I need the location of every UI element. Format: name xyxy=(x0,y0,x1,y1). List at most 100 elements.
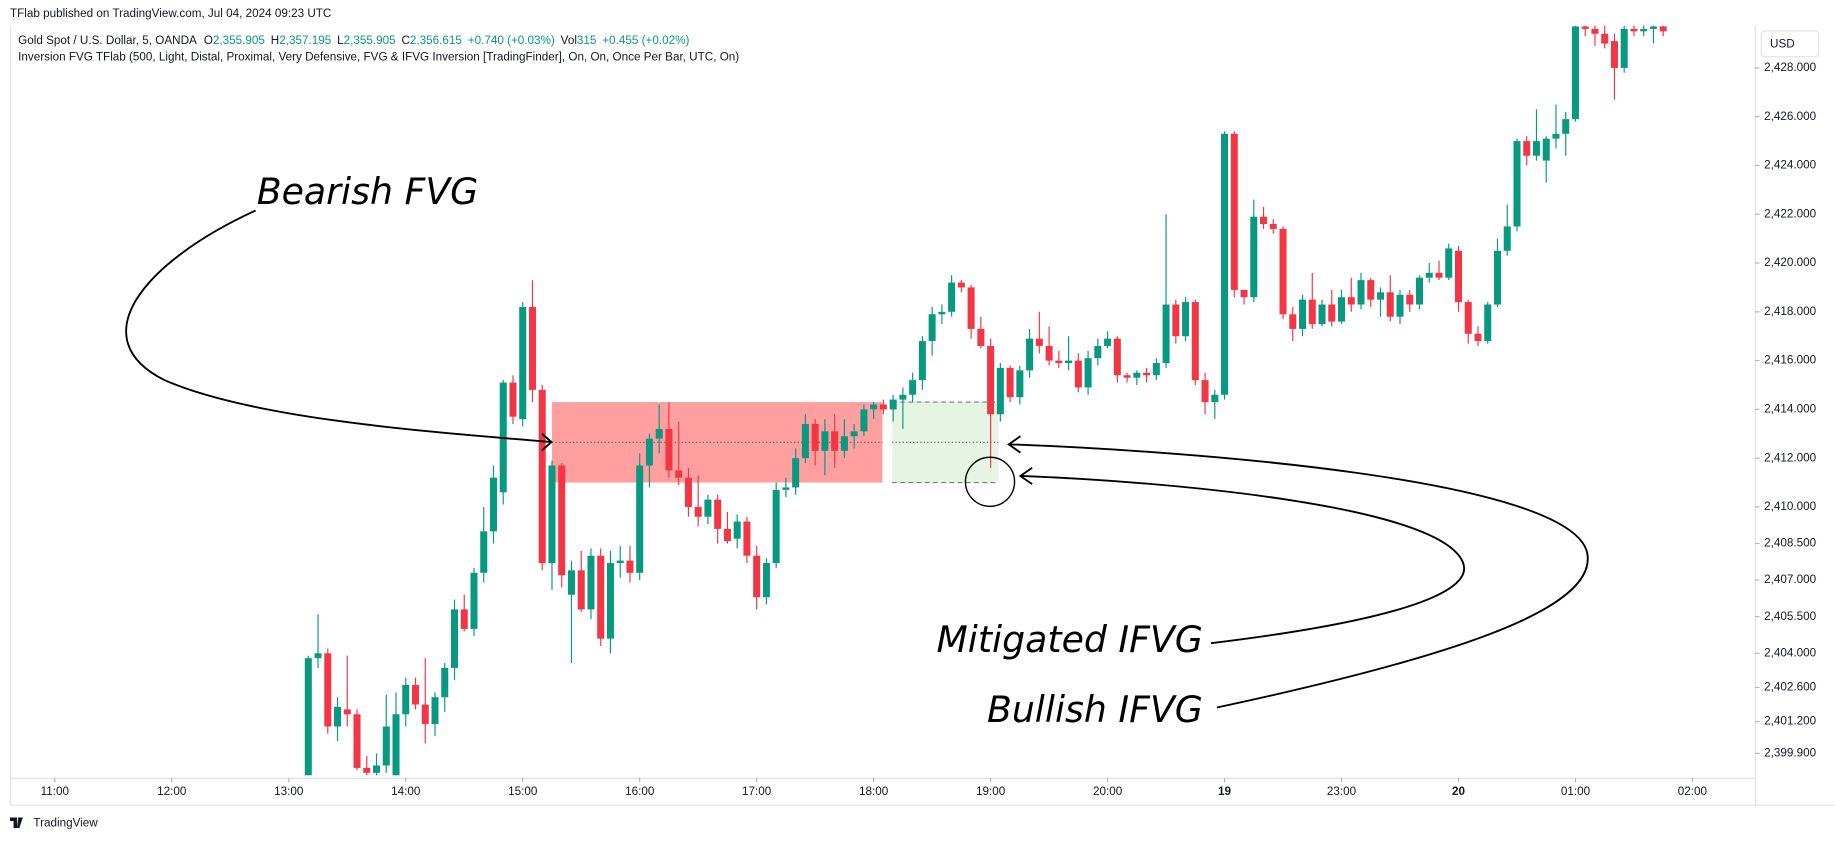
candle-body xyxy=(382,726,390,766)
y-tick-label: 2,426.000 xyxy=(1764,110,1816,123)
candle-body xyxy=(1152,363,1160,376)
candle-body xyxy=(684,477,692,507)
candle-body xyxy=(480,531,488,573)
candle-body xyxy=(460,609,468,629)
candle-body xyxy=(314,653,322,659)
candle-body xyxy=(1425,272,1433,278)
candle-body xyxy=(1367,280,1375,300)
logo-icon[interactable] xyxy=(10,817,23,828)
y-tick-label: 2,410.000 xyxy=(1764,500,1816,513)
candle-body xyxy=(421,704,429,725)
candle-body xyxy=(967,287,975,329)
candle-body xyxy=(909,380,917,395)
x-tick-label: 16:00 xyxy=(625,785,655,798)
y-tick-label: 2,428.000 xyxy=(1764,61,1816,74)
arrow-head xyxy=(1018,467,1033,485)
candle-body xyxy=(1026,338,1034,371)
x-tick-label: 11:00 xyxy=(41,785,70,798)
currency-box[interactable] xyxy=(1760,30,1820,58)
y-tick-label: 2,399.900 xyxy=(1764,746,1816,759)
candle-body xyxy=(1357,280,1365,305)
candle-body xyxy=(304,658,312,776)
volume-change: +0.455 (+0.02%) xyxy=(602,34,689,47)
candle-body xyxy=(1484,304,1492,342)
candle-body xyxy=(1221,133,1229,395)
candle-body xyxy=(1065,360,1073,364)
candle-body xyxy=(1454,250,1463,303)
candle-body xyxy=(1230,133,1238,290)
candle-body xyxy=(1328,304,1336,322)
candle-body xyxy=(1045,345,1053,361)
change: +0.740 (+0.03%) xyxy=(468,34,555,47)
ohlc-key: C xyxy=(401,34,409,47)
candle-body xyxy=(1377,292,1385,300)
candle-body xyxy=(1094,345,1102,359)
annotation: Bullish IFVG xyxy=(987,688,1203,731)
candle-body xyxy=(1308,299,1316,325)
candle-body xyxy=(334,706,342,727)
candle-body xyxy=(538,389,546,564)
x-tick-label: 23:00 xyxy=(1327,785,1357,798)
candle-body xyxy=(879,404,887,410)
mitigation-circle xyxy=(964,456,1016,508)
annotation-arrow xyxy=(1009,443,1589,709)
x-tick-label: 19 xyxy=(1218,785,1232,798)
candle-body xyxy=(1396,294,1404,317)
brand-name[interactable]: TradingView xyxy=(33,816,98,829)
x-tick-label: 20 xyxy=(1452,785,1466,798)
candle-body xyxy=(1104,338,1112,346)
x-tick-label: 02:00 xyxy=(1678,785,1708,798)
y-tick-label: 2,405.500 xyxy=(1764,610,1816,623)
candle-body xyxy=(1269,224,1277,229)
candle-body xyxy=(1318,304,1326,325)
candle-body xyxy=(1260,216,1268,225)
candle-body xyxy=(450,609,459,668)
candle-body xyxy=(1211,394,1219,403)
candle-body xyxy=(1074,360,1082,388)
candle-body xyxy=(948,282,956,312)
y-tick-label: 2,412.000 xyxy=(1764,451,1816,464)
candle-body xyxy=(489,477,497,532)
y-tick-label: 2,401.200 xyxy=(1764,715,1816,728)
candle-body xyxy=(996,367,1004,415)
candle-body xyxy=(694,506,702,517)
y-tick-label: 2,402.600 xyxy=(1764,681,1816,694)
candle-body xyxy=(1386,292,1394,317)
x-tick-label: 17:00 xyxy=(742,785,772,798)
y-tick-label: 2,418.000 xyxy=(1764,305,1816,318)
candle-body xyxy=(821,431,829,451)
symbol-legend: Gold Spot / U.S. Dollar, 5, OANDA O2,355.… xyxy=(18,34,689,47)
candle-body xyxy=(363,767,371,773)
volume-key: Vol xyxy=(561,34,577,47)
candle-body xyxy=(665,428,673,471)
candle-body xyxy=(509,382,517,417)
candle-body xyxy=(840,436,848,451)
candle-body xyxy=(1610,41,1618,68)
candle-body xyxy=(1493,250,1501,305)
candle-body xyxy=(831,431,839,451)
candle-body xyxy=(353,714,361,768)
ohlc-value: 2,357.195 xyxy=(279,34,331,47)
candle-body xyxy=(723,528,731,542)
candle-body xyxy=(772,489,780,564)
symbol-name: Gold Spot / U.S. Dollar, 5, OANDA xyxy=(18,34,197,47)
candle-body xyxy=(528,306,536,390)
candle-body xyxy=(1299,299,1307,329)
y-tick-label: 2,420.000 xyxy=(1764,256,1816,269)
brand-logo[interactable]: TradingView xyxy=(10,816,98,829)
candle-body xyxy=(1113,338,1121,376)
candle-body xyxy=(1084,358,1092,388)
candle-body xyxy=(1464,302,1472,334)
currency-label[interactable]: USD xyxy=(1770,38,1795,51)
y-tick-label: 2,408.500 xyxy=(1764,537,1816,550)
candle-body xyxy=(431,697,439,725)
candle-body xyxy=(1016,370,1024,398)
candle-body xyxy=(860,409,868,432)
candle-body xyxy=(1006,367,1014,398)
candle-body xyxy=(616,560,624,564)
candle-body xyxy=(1474,333,1482,342)
candle-body xyxy=(441,667,449,698)
y-tick-label: 2,424.000 xyxy=(1764,159,1816,172)
candle-body xyxy=(811,424,819,451)
volume-value: 315 xyxy=(577,34,597,47)
